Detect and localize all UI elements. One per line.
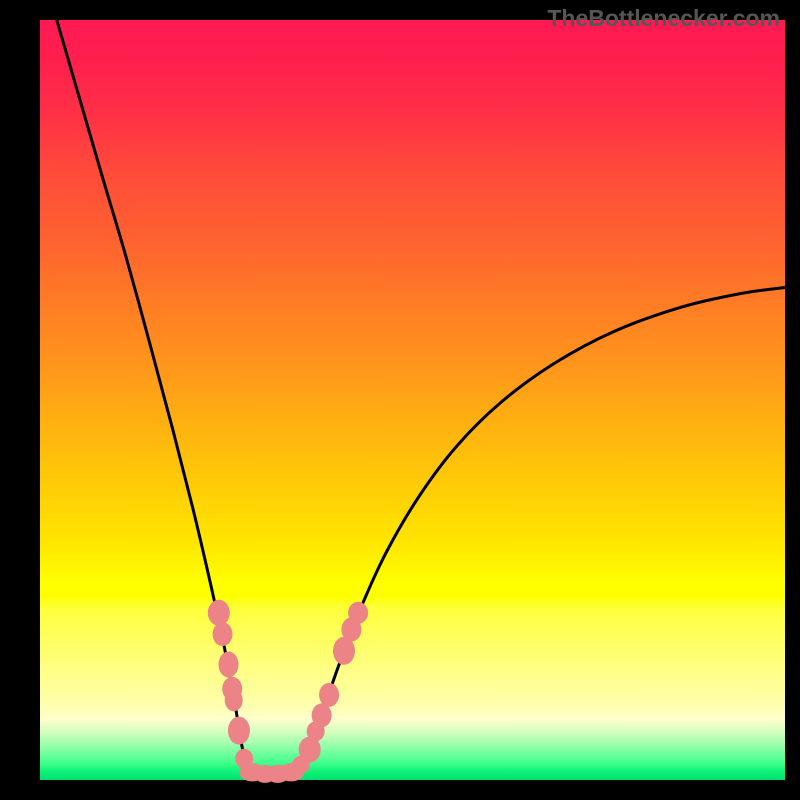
data-marker (208, 600, 230, 626)
data-marker (228, 717, 250, 745)
data-marker (213, 622, 233, 646)
data-marker (312, 703, 332, 727)
data-marker (348, 602, 368, 624)
data-marker (218, 651, 238, 677)
chart-container: TheBottlenecker.com (0, 0, 800, 800)
chart-svg (0, 0, 800, 800)
bottleneck-curve (57, 20, 785, 774)
data-marker (225, 689, 243, 711)
data-marker (319, 683, 339, 707)
